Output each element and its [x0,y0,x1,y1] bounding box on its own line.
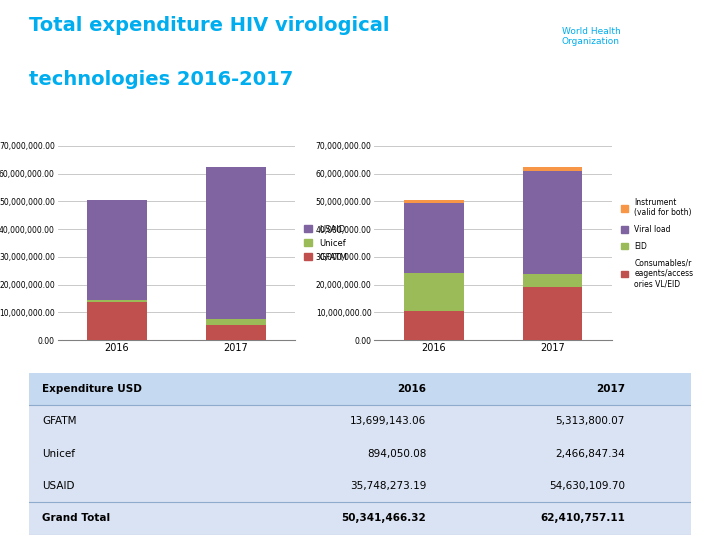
Bar [206,319,266,326]
Text: 2017: 2017 [596,384,625,394]
Text: 2016: 2016 [397,384,426,394]
Text: 13,699,143.06: 13,699,143.06 [350,416,426,426]
Text: World Health
Organization: World Health Organization [562,27,621,46]
Bar [523,167,582,171]
Bar [523,274,582,287]
Text: Unicef: Unicef [42,449,75,458]
Text: 5,313,800.07: 5,313,800.07 [556,416,625,426]
Legend: USAID, Unicef, GFATM: USAID, Unicef, GFATM [304,225,347,261]
Text: 62,410,757.11: 62,410,757.11 [540,514,625,523]
Text: Total expenditure HIV virological: Total expenditure HIV virological [29,16,390,35]
Bar [404,273,464,312]
Bar [87,200,147,300]
Text: USAID: USAID [42,481,75,491]
Text: 894,050.08: 894,050.08 [367,449,426,458]
Text: 50,341,466.32: 50,341,466.32 [341,514,426,523]
Bar [404,200,464,203]
Bar [87,302,147,340]
Text: Expenditure USD: Expenditure USD [42,384,142,394]
Bar [404,203,464,273]
Bar [29,405,691,437]
Bar [523,287,582,340]
Bar [29,502,691,535]
Bar [87,300,147,302]
Text: 35,748,273.19: 35,748,273.19 [350,481,426,491]
Text: Grand Total: Grand Total [42,514,110,523]
Legend: Instrument
(valid for both), Viral load, EID, Consumables/r
eagents/access
ories: Instrument (valid for both), Viral load,… [621,198,693,288]
Bar [523,171,582,274]
Bar [206,167,266,319]
Text: 2,466,847.34: 2,466,847.34 [555,449,625,458]
Bar [29,373,691,405]
Bar [29,437,691,470]
Text: technologies 2016-2017: technologies 2016-2017 [29,70,293,89]
Bar [404,312,464,340]
Bar [206,326,266,340]
Text: 54,630,109.70: 54,630,109.70 [549,481,625,491]
Text: GFATM: GFATM [42,416,76,426]
Bar [29,470,691,502]
